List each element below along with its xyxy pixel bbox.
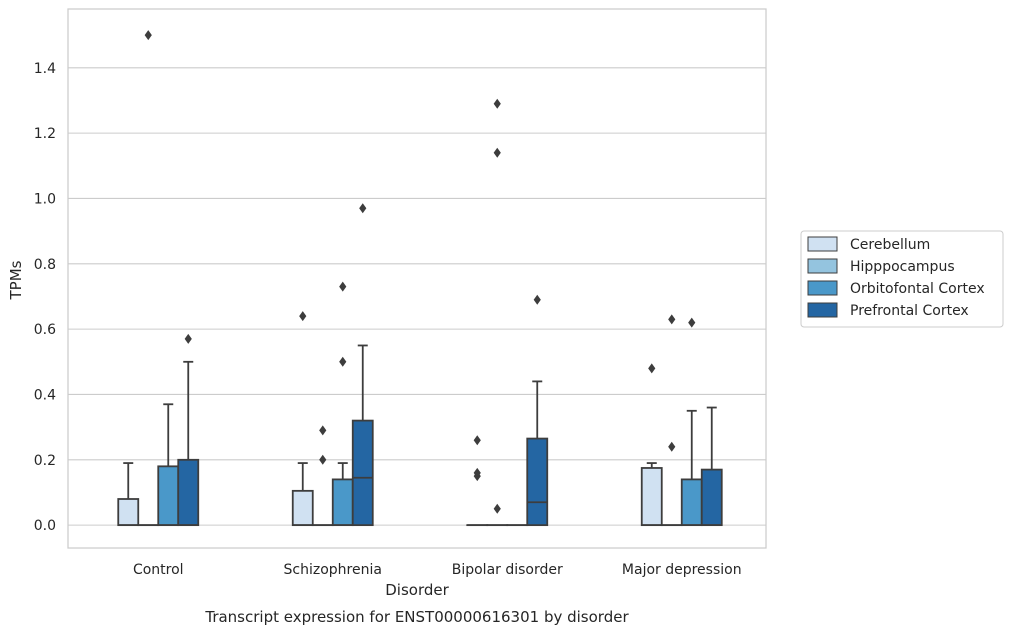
box-orbitofontal-cortex [680, 409, 703, 527]
iqr-box [680, 478, 703, 527]
legend-label: Orbitofontal Cortex [850, 281, 985, 297]
y-tick-label: 1.4 [34, 61, 56, 77]
outlier-point [473, 467, 481, 478]
outlier-point [359, 203, 367, 214]
outlier-point [493, 98, 501, 109]
outlier-point [493, 147, 501, 158]
x-tick-label: Bipolar disorder [452, 562, 563, 578]
legend-swatch [807, 280, 838, 296]
legend-swatch [807, 236, 838, 252]
box-cerebellum [640, 462, 663, 527]
outlier-point [299, 311, 307, 322]
grid-lines [68, 67, 766, 526]
x-tick-labels: Control Schizophrenia Bipolar disorder Majo… [133, 562, 742, 578]
y-tick-label: 0.0 [34, 518, 56, 534]
x-tick-label: Control [133, 562, 184, 578]
iqr-box [351, 419, 374, 527]
outlier-point [688, 317, 696, 328]
chart-caption: Transcript expression for ENST0000061630… [204, 608, 629, 626]
y-tick-labels: 0.0 0.2 0.4 0.6 0.8 1.0 1.2 1.4 [34, 61, 56, 534]
outlier-point [648, 363, 656, 374]
box-prefrontal-cortex [351, 344, 374, 527]
x-tick-label: Schizophrenia [284, 562, 382, 578]
outlier-point [473, 435, 481, 446]
outlier-point [668, 441, 676, 452]
legend-entry: Orbitofontal Cortex [807, 280, 985, 297]
y-tick-label: 0.6 [34, 322, 56, 338]
x-tick-label: Major depression [622, 562, 742, 578]
legend-entry: Prefrontal Cortex [807, 302, 969, 319]
outlier-point [144, 30, 152, 41]
y-tick-label: 0.4 [34, 387, 56, 403]
outlier-point [533, 294, 541, 305]
iqr-box [700, 468, 723, 527]
legend-swatch [807, 258, 838, 274]
iqr-box [157, 465, 180, 527]
plot-frame [67, 8, 767, 549]
outlier-point [319, 425, 327, 436]
boxes [117, 344, 723, 527]
outlier-point [668, 314, 676, 325]
outlier-point [184, 333, 192, 344]
legend-label: Prefrontal Cortex [850, 303, 969, 319]
box-cerebellum [291, 462, 314, 527]
legend-entry: Hipppocampus [807, 258, 955, 275]
legend: Cerebellum Hipppocampus Orbitofontal Corte… [800, 230, 1004, 328]
iqr-box [526, 437, 549, 527]
iqr-box [177, 458, 200, 527]
outlier-point [319, 454, 327, 465]
y-tick-label: 1.0 [34, 191, 56, 207]
iqr-box [331, 478, 354, 527]
legend-swatch [807, 302, 838, 318]
y-axis-title: TPMs [7, 260, 25, 300]
outlier-point [493, 503, 501, 514]
iqr-box [291, 489, 314, 527]
y-tick-label: 0.8 [34, 257, 56, 273]
box-prefrontal-cortex [700, 406, 723, 527]
box-orbitofontal-cortex [331, 462, 354, 527]
y-tick-label: 1.2 [34, 126, 56, 142]
box-prefrontal-cortex [526, 380, 549, 527]
legend-label: Hipppocampus [850, 259, 955, 275]
iqr-box [117, 498, 140, 527]
outlier-point [339, 356, 347, 367]
outlier-points [144, 30, 696, 514]
box-cerebellum [117, 462, 140, 527]
iqr-box [640, 467, 663, 527]
outlier-point [339, 281, 347, 292]
box-orbitofontal-cortex [157, 403, 180, 527]
box-prefrontal-cortex [177, 360, 200, 527]
y-tick-label: 0.2 [34, 453, 56, 469]
x-axis-title: Disorder [385, 581, 449, 599]
legend-frame [800, 230, 1004, 328]
legend-entry: Cerebellum [807, 236, 930, 253]
legend-label: Cerebellum [850, 237, 930, 253]
